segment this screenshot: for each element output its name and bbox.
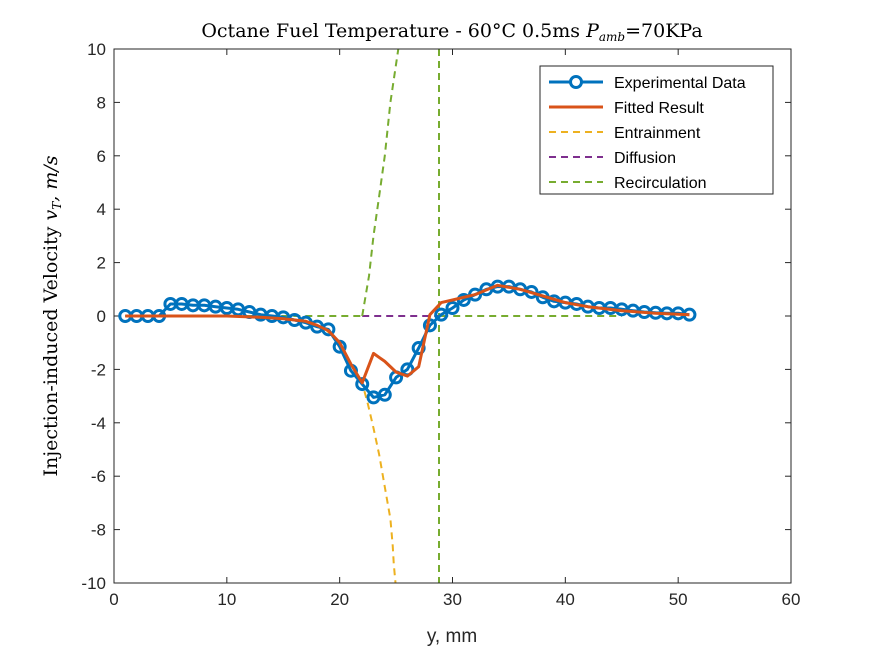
x-tick-label: 10 [217, 590, 236, 609]
legend-marker [569, 75, 583, 89]
legend-entry-entrainment: Entrainment [549, 125, 701, 142]
x-tick-label: 0 [109, 590, 118, 609]
legend-label: Entrainment [614, 125, 701, 142]
fitted-result-line [125, 283, 690, 385]
y-tick-label: -10 [81, 574, 106, 593]
x-tick-label: 60 [782, 590, 801, 609]
y-tick-label: 4 [97, 200, 106, 219]
plot-frame [113, 48, 792, 584]
x-tick-label: 20 [330, 590, 349, 609]
recirculation-line [361, 49, 400, 317]
legend-entry-recirculation: Recirculation [549, 175, 706, 192]
y-tick-label: 6 [97, 147, 106, 166]
y-tick-label: -6 [91, 467, 106, 486]
x-tick-label: 40 [556, 590, 575, 609]
y-tick-label: -4 [91, 414, 106, 433]
y-tick-label: -2 [91, 360, 106, 379]
series-layer [118, 49, 697, 583]
chart-title: Octane Fuel Temperature - 60°C 0.5ms Pam… [201, 20, 702, 44]
legend-entry-experimental-data: Experimental Data [549, 75, 746, 92]
legend-entry-fitted-result: Fitted Result [549, 100, 704, 117]
y-axis-label: Injection-induced Velocity vT, m/s [40, 155, 64, 476]
y-tick-label: 2 [97, 254, 106, 273]
legend-label: Diffusion [614, 150, 676, 167]
x-axis-label: y, mm [427, 626, 477, 647]
y-tick-label: 8 [97, 93, 106, 112]
legend-label: Fitted Result [614, 100, 704, 117]
y-tick-label: 0 [97, 307, 106, 326]
x-tick-label: 50 [669, 590, 688, 609]
legend: Experimental Data Fitted Result Entrainmen… [539, 65, 774, 195]
y-tick-label: -8 [91, 521, 106, 540]
legend-label: Experimental Data [614, 75, 746, 92]
legend-entry-diffusion: Diffusion [549, 150, 676, 167]
y-tick-label: 10 [87, 40, 106, 59]
axes-ticks: 0 10 20 30 40 50 60 -10 -8 -6 -4 -2 0 2 4 6 8 10 [81, 40, 800, 609]
experimental-data-point [377, 387, 392, 402]
experimental-data-point [445, 300, 460, 315]
legend-label: Recirculation [614, 175, 706, 192]
x-tick-label: 30 [443, 590, 462, 609]
experimental-data-point [434, 307, 449, 322]
